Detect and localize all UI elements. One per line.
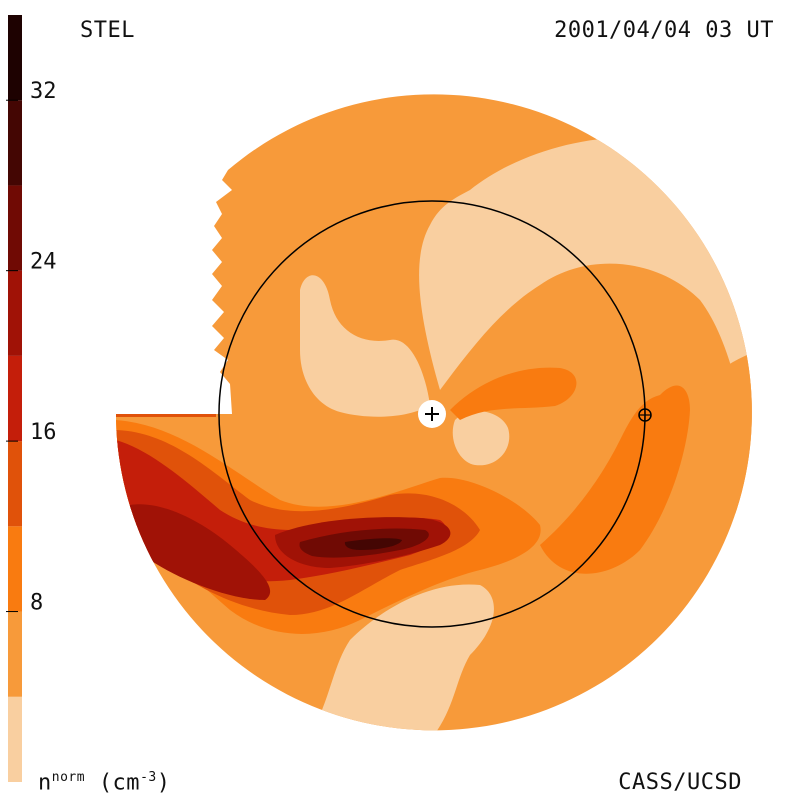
colorbar-segment xyxy=(8,526,22,612)
band-northeast-8-12 xyxy=(450,367,577,420)
colorbar-tick-label: 24 xyxy=(30,250,57,275)
colorbar-tick-label: 16 xyxy=(30,420,57,445)
light-region-northeast xyxy=(419,137,752,480)
timestamp-label: 2001/04/04 03 UT xyxy=(554,18,774,43)
credit-label: CASS/UCSD xyxy=(618,770,742,795)
colorbar-tick-label: 8 xyxy=(30,591,43,616)
observatory-label: STEL xyxy=(80,18,135,43)
core-28-32 xyxy=(344,538,402,550)
units-exp: -3 xyxy=(140,770,157,785)
colorbar-segment xyxy=(8,15,22,101)
units-base: n xyxy=(38,770,52,796)
colorbar-segment xyxy=(8,100,22,186)
west-edge-strip xyxy=(116,414,216,417)
core-20-24-west xyxy=(129,504,271,600)
colorbar-segment xyxy=(8,696,22,782)
units-label: nnorm (cm-3) xyxy=(38,770,170,795)
units-paren: (cm xyxy=(98,770,141,796)
light-region-sun-east xyxy=(452,411,510,466)
colorbar-segment xyxy=(8,355,22,442)
colorbar-segment xyxy=(8,441,22,527)
colorbar-segment xyxy=(8,185,22,271)
units-sup: norm xyxy=(51,770,86,785)
light-region-south xyxy=(300,584,494,731)
colorbar: 8 16 24 32 xyxy=(6,15,57,782)
colorbar-segment xyxy=(8,611,22,697)
sun-marker xyxy=(418,400,446,428)
colorbar-tick-label: 32 xyxy=(30,79,57,104)
light-region-center xyxy=(300,275,430,417)
east-edge-band-light xyxy=(690,350,752,515)
band-east-8-12 xyxy=(540,385,690,574)
units-close: ) xyxy=(156,770,171,796)
colorbar-segment xyxy=(8,270,22,356)
earth-icon xyxy=(638,408,652,422)
